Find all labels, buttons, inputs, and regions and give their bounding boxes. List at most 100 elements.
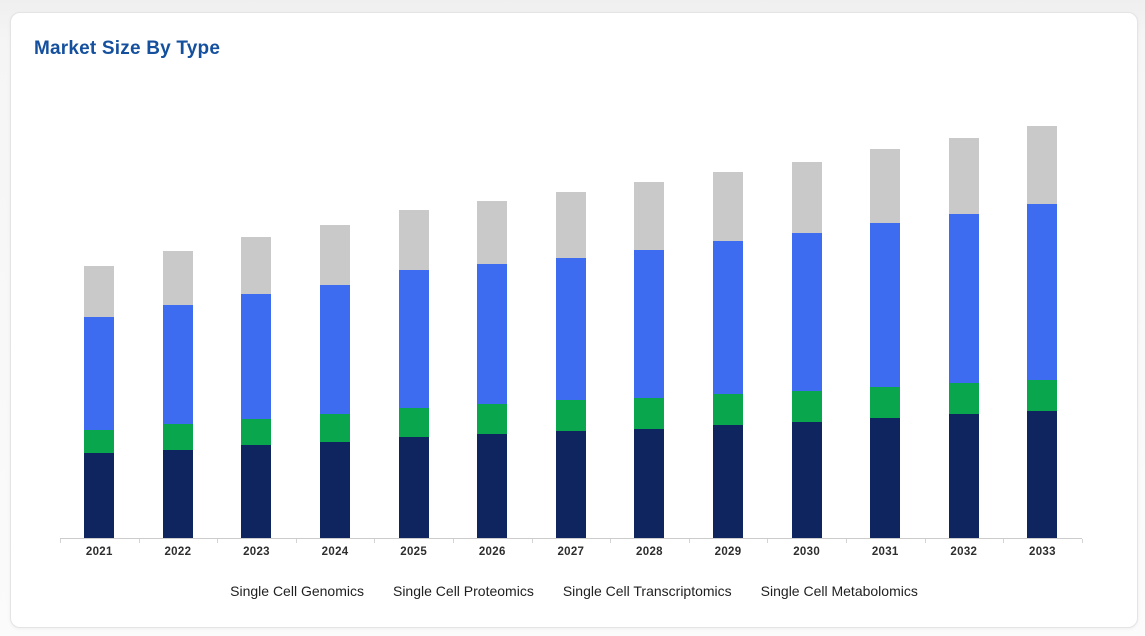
segment-single-cell-genomics[interactable] bbox=[791, 422, 822, 538]
stacked-bar[interactable] bbox=[634, 182, 665, 538]
bar-2032[interactable] bbox=[925, 109, 1004, 538]
segment-single-cell-transcriptomics[interactable] bbox=[791, 233, 822, 391]
segment-single-cell-proteomics[interactable] bbox=[241, 419, 272, 445]
bar-2025[interactable] bbox=[374, 109, 453, 538]
x-axis-labels: 2021 2022 2023 2024 2025 2026 2027 2028 2029 2030… bbox=[60, 539, 1082, 558]
segment-single-cell-proteomics[interactable] bbox=[477, 404, 508, 434]
x-axis-label-2029: 2029 bbox=[714, 546, 742, 558]
segment-single-cell-proteomics[interactable] bbox=[791, 391, 822, 422]
axis-tick bbox=[374, 539, 376, 543]
stacked-bar[interactable] bbox=[398, 210, 429, 538]
x-axis-label-2032: 2032 bbox=[950, 546, 978, 558]
bar-2023[interactable] bbox=[217, 109, 296, 538]
axis-tick bbox=[217, 539, 219, 543]
bar-2026[interactable] bbox=[453, 109, 532, 538]
segment-single-cell-genomics[interactable] bbox=[948, 414, 979, 538]
segment-single-cell-metabolomics[interactable] bbox=[870, 149, 901, 223]
segment-single-cell-genomics[interactable] bbox=[634, 429, 665, 538]
segment-single-cell-metabolomics[interactable] bbox=[634, 182, 665, 250]
x-axis-label-2024: 2024 bbox=[321, 546, 349, 558]
stacked-bar[interactable] bbox=[162, 251, 193, 538]
bar-2031[interactable] bbox=[846, 109, 925, 538]
stacked-bar[interactable] bbox=[477, 201, 508, 538]
segment-single-cell-metabolomics[interactable] bbox=[477, 201, 508, 264]
legend-item-single-cell-proteomics[interactable]: Single Cell Proteomics bbox=[392, 583, 534, 599]
segment-single-cell-genomics[interactable] bbox=[241, 445, 272, 538]
bar-2024[interactable] bbox=[296, 109, 375, 538]
bar-2028[interactable] bbox=[610, 109, 689, 538]
chart-title: Market Size By Type bbox=[34, 38, 221, 59]
segment-single-cell-genomics[interactable] bbox=[555, 431, 586, 538]
segment-single-cell-proteomics[interactable] bbox=[948, 383, 979, 414]
stacked-bar[interactable] bbox=[713, 172, 744, 538]
x-axis-label-2033: 2033 bbox=[1029, 546, 1056, 558]
segment-single-cell-transcriptomics[interactable] bbox=[713, 241, 744, 394]
segment-single-cell-metabolomics[interactable] bbox=[948, 138, 979, 214]
stacked-bar[interactable] bbox=[241, 237, 272, 538]
segment-single-cell-transcriptomics[interactable] bbox=[84, 317, 115, 430]
segment-single-cell-proteomics[interactable] bbox=[162, 424, 193, 450]
segment-single-cell-genomics[interactable] bbox=[1027, 411, 1058, 538]
axis-tick bbox=[610, 539, 612, 543]
segment-single-cell-metabolomics[interactable] bbox=[791, 162, 822, 233]
axis-tick bbox=[846, 539, 847, 543]
bar-2021[interactable] bbox=[60, 109, 139, 538]
axis-tick bbox=[1081, 539, 1083, 543]
segment-single-cell-transcriptomics[interactable] bbox=[162, 305, 193, 424]
segment-single-cell-metabolomics[interactable] bbox=[162, 251, 193, 305]
segment-single-cell-metabolomics[interactable] bbox=[84, 266, 115, 317]
segment-single-cell-genomics[interactable] bbox=[84, 453, 115, 538]
stacked-bar[interactable] bbox=[555, 192, 586, 538]
segment-single-cell-genomics[interactable] bbox=[162, 450, 193, 538]
chart-legend: Single Cell Genomics Single Cell Proteomi… bbox=[11, 583, 1137, 599]
x-axis-label-2027: 2027 bbox=[557, 546, 585, 558]
segment-single-cell-transcriptomics[interactable] bbox=[398, 270, 429, 408]
stacked-bar[interactable] bbox=[1027, 126, 1058, 538]
segment-single-cell-metabolomics[interactable] bbox=[398, 210, 429, 270]
segment-single-cell-metabolomics[interactable] bbox=[1027, 126, 1058, 204]
segment-single-cell-genomics[interactable] bbox=[477, 434, 508, 538]
segment-single-cell-proteomics[interactable] bbox=[634, 398, 665, 429]
segment-single-cell-genomics[interactable] bbox=[713, 425, 744, 538]
segment-single-cell-metabolomics[interactable] bbox=[713, 172, 744, 241]
segment-single-cell-metabolomics[interactable] bbox=[555, 192, 586, 258]
segment-single-cell-transcriptomics[interactable] bbox=[870, 223, 901, 387]
axis-tick bbox=[531, 539, 533, 543]
segment-single-cell-transcriptomics[interactable] bbox=[555, 258, 586, 400]
segment-single-cell-transcriptomics[interactable] bbox=[477, 264, 508, 404]
market-size-card: Market Size By Type 2021 2022 2023 2024 2025… bbox=[10, 12, 1138, 628]
segment-single-cell-transcriptomics[interactable] bbox=[634, 250, 665, 398]
bar-2030[interactable] bbox=[767, 109, 846, 538]
segment-single-cell-proteomics[interactable] bbox=[320, 414, 351, 442]
segment-single-cell-proteomics[interactable] bbox=[1027, 380, 1058, 411]
stacked-bar[interactable] bbox=[84, 266, 115, 538]
stacked-bar[interactable] bbox=[791, 162, 822, 538]
x-axis-label-2021: 2021 bbox=[85, 546, 113, 558]
segment-single-cell-proteomics[interactable] bbox=[84, 430, 115, 453]
stacked-bar[interactable] bbox=[320, 225, 351, 538]
legend-item-single-cell-metabolomics[interactable]: Single Cell Metabolomics bbox=[760, 583, 918, 599]
segment-single-cell-transcriptomics[interactable] bbox=[1027, 204, 1058, 380]
bar-2029[interactable] bbox=[689, 109, 768, 538]
x-axis-label-2023: 2023 bbox=[243, 546, 270, 558]
bar-2027[interactable] bbox=[532, 109, 611, 538]
segment-single-cell-transcriptomics[interactable] bbox=[948, 214, 979, 383]
legend-item-single-cell-transcriptomics[interactable]: Single Cell Transcriptomics bbox=[562, 583, 732, 599]
segment-single-cell-genomics[interactable] bbox=[320, 442, 351, 538]
segment-single-cell-metabolomics[interactable] bbox=[320, 225, 351, 285]
bar-2022[interactable] bbox=[139, 109, 218, 538]
stacked-bar[interactable] bbox=[948, 138, 979, 538]
segment-single-cell-genomics[interactable] bbox=[398, 437, 429, 538]
axis-tick bbox=[138, 539, 140, 543]
bar-2033[interactable] bbox=[1003, 109, 1082, 538]
segment-single-cell-proteomics[interactable] bbox=[870, 387, 901, 418]
segment-single-cell-genomics[interactable] bbox=[870, 418, 901, 538]
segment-single-cell-proteomics[interactable] bbox=[713, 394, 744, 425]
segment-single-cell-proteomics[interactable] bbox=[398, 408, 429, 437]
segment-single-cell-transcriptomics[interactable] bbox=[241, 294, 272, 419]
segment-single-cell-metabolomics[interactable] bbox=[241, 237, 272, 294]
segment-single-cell-transcriptomics[interactable] bbox=[320, 285, 351, 414]
segment-single-cell-proteomics[interactable] bbox=[555, 400, 586, 431]
legend-item-single-cell-genomics[interactable]: Single Cell Genomics bbox=[230, 583, 364, 599]
stacked-bar[interactable] bbox=[870, 149, 901, 538]
